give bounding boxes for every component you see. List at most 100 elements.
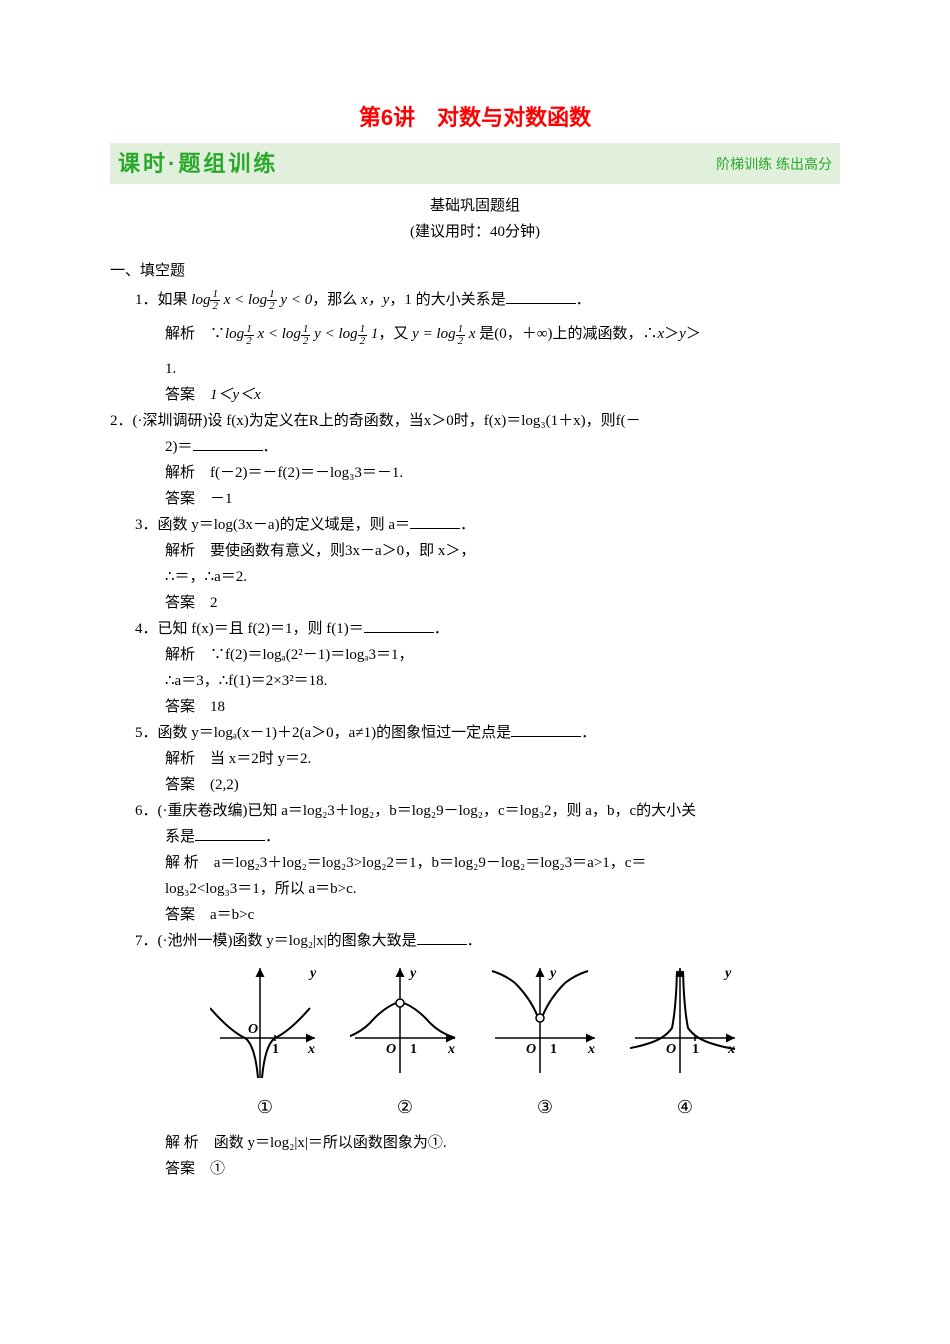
p4-analysis1: 解析 ∵f(2)＝logₐ(2²－1)＝logₐ3＝1， (110, 643, 840, 667)
svg-text:1: 1 (410, 1042, 417, 1057)
p5-answer: 答案 (2,2) (110, 773, 840, 797)
p2-text: (·深圳调研)设 f(x)为定义在R上的奇函数，当x＞0时，f(x)＝log₃(… (133, 413, 641, 429)
p4-blank (364, 619, 434, 633)
p3-analysis1: 解析 要使函数有意义，则3x－a＞0，即 x＞， (110, 539, 840, 563)
p3-answer: 答案 2 (110, 591, 840, 615)
p1-analysis-label: 解析 ∵ (165, 326, 225, 342)
banner-right: 阶梯训练 练出高分 (716, 153, 832, 175)
page-title: 第6讲 对数与对数函数 (110, 100, 840, 135)
p2-answer: 答案 －1 (110, 487, 840, 511)
problem-6: 6．(·重庆卷改编)已知 a＝log₂3＋log₂，b＝log₂9－log₂，c… (110, 799, 840, 823)
p1-tail: 1. (110, 357, 840, 381)
title-text: 第6讲 对数与对数函数 (359, 105, 591, 130)
graph-4: y x O 1 ④ (630, 963, 740, 1122)
p2-analysis: 解析 f(－2)＝－f(2)＝－log₃3＝－1. (110, 461, 840, 485)
p6-analysis2: log₃2<log₃3＝1，所以 a＝b>c. (110, 877, 840, 901)
p1-analysis-d: ＞ (664, 326, 679, 342)
p5-num: 5． (135, 725, 158, 741)
p6-num: 6． (135, 803, 158, 819)
p7-text-tail: ． (467, 933, 482, 949)
p1-text-a: 如果 (158, 292, 192, 308)
svg-text:y: y (723, 966, 732, 981)
svg-text:O: O (248, 1022, 258, 1037)
p3-analysis2: ∴＝，∴a＝2. (110, 565, 840, 589)
graph-2: y x O 1 ② (350, 963, 460, 1122)
svg-text:1: 1 (692, 1042, 699, 1057)
p1-answer-row: 答案 1＜y＜x (110, 383, 840, 407)
p6-answer: 答案 a＝b>c (110, 903, 840, 927)
p7-analysis: 解 析 函数 y＝log₂|x|＝所以函数图象为①. (110, 1131, 840, 1155)
svg-text:1: 1 (272, 1042, 279, 1057)
p6-blank (195, 827, 265, 841)
p6-line2: 系是 ． (110, 825, 840, 849)
graph-2-label: ② (350, 1093, 460, 1122)
p1-text-d: ． (576, 292, 591, 308)
p7-text: (·池州一模)函数 y＝log₂|x|的图象大致是 (158, 933, 417, 949)
p4-num: 4． (135, 621, 158, 637)
svg-text:y: y (548, 966, 557, 981)
p6-analysis1: 解 析 a＝log₂3＋log₂＝log₂3>log₂2＝1，b＝log₂9－l… (110, 851, 840, 875)
section-title: 基础巩固题组 (110, 194, 840, 218)
p1-y: y (679, 326, 686, 342)
graph-3-label: ③ (490, 1093, 600, 1122)
p1-answer-label: 答案 (165, 387, 210, 403)
p1-text-b: ，那么 (312, 292, 361, 308)
p1-math1: log12 x < log12 y < 0 (191, 292, 312, 308)
p6-text2-tail: ． (265, 829, 280, 845)
p2-text2: 2)＝ (165, 439, 193, 455)
banner-left: 课时·题组训练 (118, 146, 278, 181)
p1-analysis-e: ＞ (686, 326, 701, 342)
heading-fill-blank: 一、填空题 (110, 259, 840, 283)
p1-blank (506, 290, 576, 304)
svg-text:1: 1 (550, 1042, 557, 1057)
p5-text: 函数 y＝logₐ(x－1)＋2(a＞0，a≠1)的图象恒过一定点是 (158, 725, 512, 741)
p6-text2: 系是 (165, 829, 195, 845)
p1-analysis: 解析 ∵log12 x < log12 y < log12 1，又 y = lo… (110, 322, 840, 346)
svg-text:y: y (408, 966, 417, 981)
graph-3: y x O 1 ③ (490, 963, 600, 1122)
svg-text:x: x (587, 1042, 595, 1057)
graph-1-label: ① (210, 1093, 320, 1122)
problem-3: 3．函数 y＝log(3x－a)的定义域是，则 a＝． (110, 513, 840, 537)
p2-line2: 2)＝ ． (110, 435, 840, 459)
graphs-row: y x O 1 ① y x O 1 ② y (110, 963, 840, 1122)
p5-text-tail: ． (581, 725, 596, 741)
problem-1: 1．如果 log12 x < log12 y < 0，那么 x，y，1 的大小关… (110, 288, 840, 312)
p4-analysis2: ∴a＝3，∴f(1)＝2×3²＝18. (110, 669, 840, 693)
problem-2: 2．(·深圳调研)设 f(x)为定义在R上的奇函数，当x＞0时，f(x)＝log… (110, 409, 840, 433)
graph-1: y x O 1 ① (210, 963, 320, 1122)
p4-text-tail: ． (434, 621, 449, 637)
problem-5: 5．函数 y＝logₐ(x－1)＋2(a＞0，a≠1)的图象恒过一定点是 ． (110, 721, 840, 745)
banner: 课时·题组训练 阶梯训练 练出高分 (110, 143, 840, 184)
p2-num: 2． (110, 413, 133, 429)
p1-analysis-c: 是(0，＋∞)上的减函数，∴ (479, 326, 657, 342)
p3-blank (410, 515, 460, 529)
svg-text:x: x (447, 1042, 455, 1057)
svg-text:O: O (526, 1042, 536, 1057)
svg-text:y: y (308, 966, 317, 981)
p5-blank (511, 723, 581, 737)
graph-1-svg: y x O 1 (210, 963, 320, 1083)
svg-text:O: O (666, 1042, 676, 1057)
svg-text:O: O (386, 1042, 396, 1057)
p3-num: 3． (135, 517, 158, 533)
p1-text-c: ，1 的大小关系是 (389, 292, 505, 308)
p1-xy: x，y (361, 292, 389, 308)
graph-2-svg: y x O 1 (350, 963, 460, 1083)
svg-text:x: x (307, 1042, 315, 1057)
p1-analysis-b: ，又 (378, 326, 412, 342)
p3-text: 函数 y＝log(3x－a)的定义域是，则 a＝ (158, 517, 410, 533)
p4-text: 已知 f(x)＝且 f(2)＝1，则 f(1)＝ (158, 621, 364, 637)
problem-4: 4．已知 f(x)＝且 f(2)＝1，则 f(1)＝ ． (110, 617, 840, 641)
p7-answer: 答案 ① (110, 1157, 840, 1181)
time-suggest: (建议用时：40分钟) (110, 220, 840, 244)
p6-text: (·重庆卷改编)已知 a＝log₂3＋log₂，b＝log₂9－log₂，c＝l… (158, 803, 697, 819)
p1-math3: y = log12 x (412, 326, 479, 342)
p4-answer: 答案 18 (110, 695, 840, 719)
problem-7: 7．(·池州一模)函数 y＝log₂|x|的图象大致是． (110, 929, 840, 953)
p2-text2-tail: ． (263, 439, 278, 455)
p5-analysis: 解析 当 x＝2时 y＝2. (110, 747, 840, 771)
p1-answer: 1＜y＜x (210, 387, 261, 403)
graph-4-svg: y x O 1 (630, 963, 740, 1083)
graph-4-label: ④ (630, 1093, 740, 1122)
